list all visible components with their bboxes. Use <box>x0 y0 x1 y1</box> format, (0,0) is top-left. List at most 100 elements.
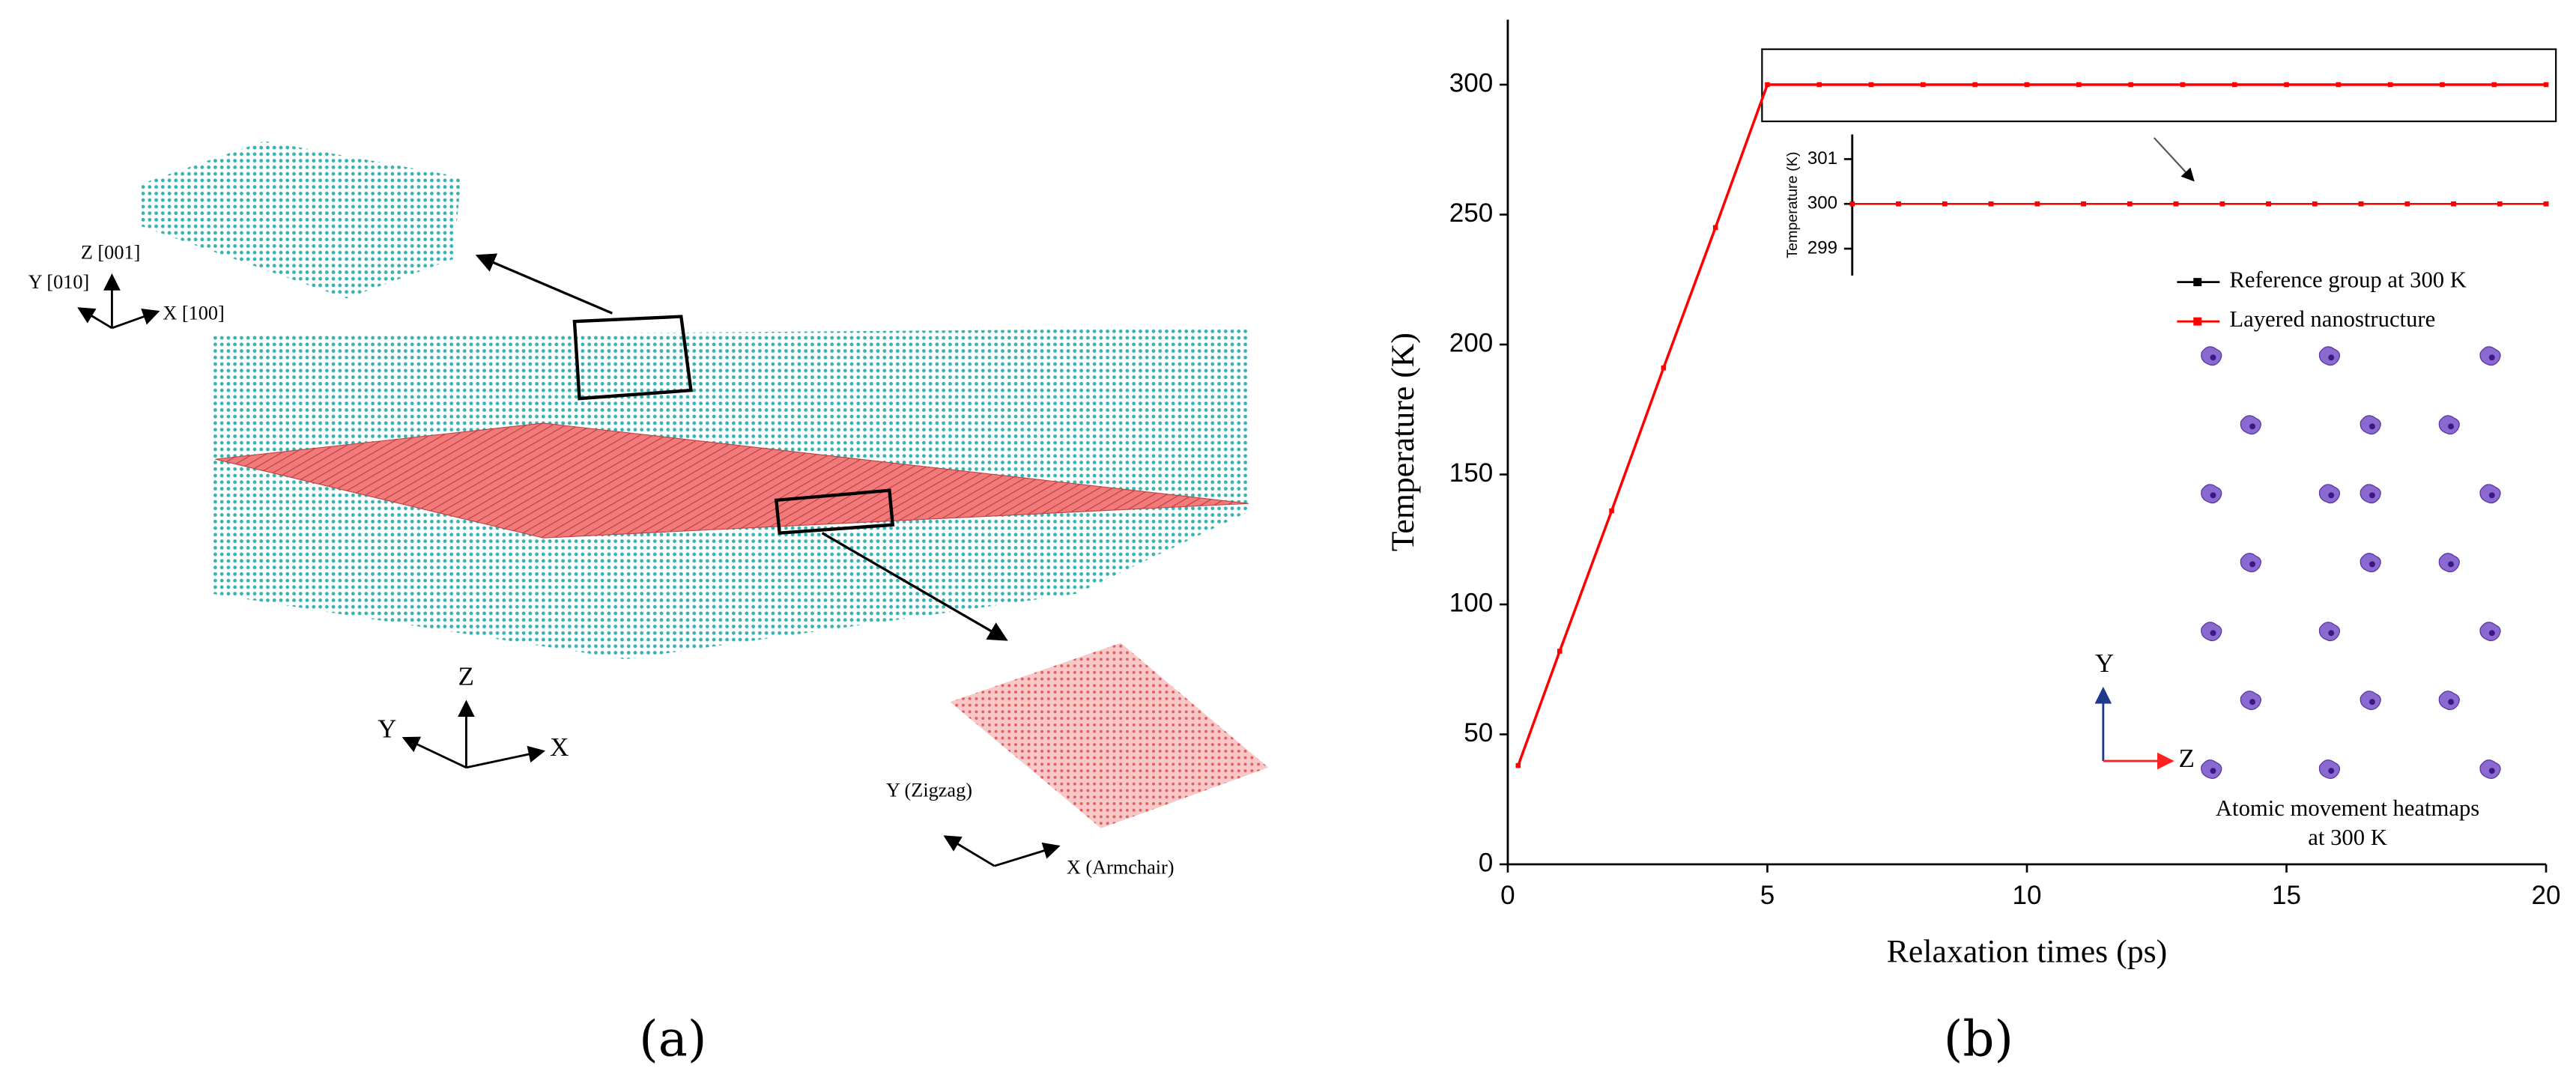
heatmap-core <box>2328 492 2335 499</box>
y-tick-label: 299 <box>1807 237 1837 258</box>
point <box>1849 201 1855 207</box>
point <box>2076 82 2082 88</box>
point <box>2180 82 2186 88</box>
panel-a: Z [001] Y [010] X [100] Z Y X Y (Zigzag)… <box>28 141 1269 1068</box>
heatmap-core <box>2249 699 2256 706</box>
y-tick-label: 150 <box>1449 458 1493 488</box>
y-tick-label: 50 <box>1464 718 1493 747</box>
x-tick-label: 15 <box>2272 881 2301 910</box>
y-axis-label: Temperature (K) <box>1385 333 1421 551</box>
select-box <box>572 315 693 401</box>
panel-label: (b) <box>1944 1011 2013 1068</box>
panel-label: (a) <box>639 1011 706 1068</box>
heatmap-core <box>2210 630 2216 637</box>
x-tick-label: 0 <box>1500 881 1515 910</box>
y-tick-label: 301 <box>1807 148 1837 169</box>
heatmap-core <box>2328 768 2335 774</box>
axis-arrow <box>943 835 995 867</box>
point <box>2219 201 2225 207</box>
heatmap-core <box>2249 423 2256 430</box>
legend-label: Reference group at 300 K <box>2229 267 2467 293</box>
point <box>2440 82 2445 88</box>
point <box>1661 365 1667 371</box>
point <box>1942 201 1948 207</box>
caption: Atomic movement heatmaps <box>2216 795 2479 821</box>
y-axis-label: Temperature (K) <box>1784 152 1801 258</box>
point <box>2127 201 2133 207</box>
point <box>1765 82 1770 88</box>
point <box>2404 201 2410 207</box>
axis-arrow <box>77 307 113 330</box>
point <box>2497 201 2503 207</box>
heatmap-core <box>2488 768 2495 774</box>
axis-label: X <box>550 732 569 762</box>
heatmap-core <box>2369 561 2375 568</box>
y-tick-label: 100 <box>1449 588 1493 617</box>
zoom-box <box>1761 48 2557 123</box>
y-tick-label: 200 <box>1449 328 1493 357</box>
heatmap-core <box>2328 630 2335 637</box>
point <box>2491 82 2497 88</box>
point <box>2543 82 2549 88</box>
heatmap-core <box>2210 492 2216 499</box>
heatmap-core <box>2448 423 2454 430</box>
axis-label: X (Armchair) <box>1067 857 1175 879</box>
point <box>1712 225 1718 231</box>
legend-label: Layered nanostructure <box>2229 306 2435 332</box>
point <box>1988 201 1994 207</box>
point <box>2387 82 2393 88</box>
point <box>2024 82 2030 88</box>
heatmap-core <box>2488 354 2495 361</box>
select-box <box>774 488 895 536</box>
axis-label: Z <box>2179 744 2195 773</box>
y-tick-label: 250 <box>1449 198 1493 228</box>
heatmap-core <box>2210 768 2216 774</box>
top-slab <box>141 141 461 299</box>
arrow <box>2153 137 2195 182</box>
heatmap-core <box>2369 423 2375 430</box>
y-tick-label: 300 <box>1807 193 1837 213</box>
x-axis-label: Relaxation times (ps) <box>1887 933 2168 969</box>
point <box>2358 201 2364 207</box>
point <box>1972 82 1978 88</box>
y-tick-label: 0 <box>1479 848 1493 877</box>
point <box>2231 82 2237 88</box>
y-tick-label: 300 <box>1449 68 1493 97</box>
point <box>2451 201 2456 207</box>
point <box>1816 82 1822 88</box>
point <box>2128 82 2133 88</box>
small-sheet <box>950 643 1269 828</box>
heatmap-core <box>2369 492 2375 499</box>
point <box>1609 508 1614 514</box>
point <box>2543 201 2549 207</box>
legend-swatch <box>2193 317 2202 326</box>
heatmaps <box>2201 346 2501 780</box>
point <box>2336 82 2342 88</box>
heatmap-core <box>2210 354 2216 361</box>
axis-arrow <box>111 309 160 330</box>
point <box>1921 82 1926 88</box>
axis-arrow <box>401 736 467 769</box>
point <box>1557 649 1563 654</box>
series-line <box>1517 83 2547 766</box>
legend-swatch <box>2193 278 2202 287</box>
point <box>1868 82 1874 88</box>
axis-label: Y (Zigzag) <box>886 780 972 801</box>
axis-label: Y <box>2095 649 2114 678</box>
arrow <box>821 532 1008 641</box>
axis-label: Y [010] <box>28 271 89 293</box>
heatmap-core <box>2328 354 2335 361</box>
point <box>2034 201 2040 207</box>
x-tick-label: 10 <box>2013 881 2042 910</box>
point <box>1896 201 1901 207</box>
heatmap-core <box>2488 492 2495 499</box>
heatmap-core <box>2249 561 2256 568</box>
axis-label: Y <box>378 715 396 744</box>
point <box>2284 82 2289 88</box>
x-tick-label: 5 <box>1760 881 1775 910</box>
axis-arrow <box>994 842 1061 867</box>
heatmap-core <box>2488 630 2495 637</box>
point <box>2266 201 2271 207</box>
arrow <box>475 253 613 315</box>
